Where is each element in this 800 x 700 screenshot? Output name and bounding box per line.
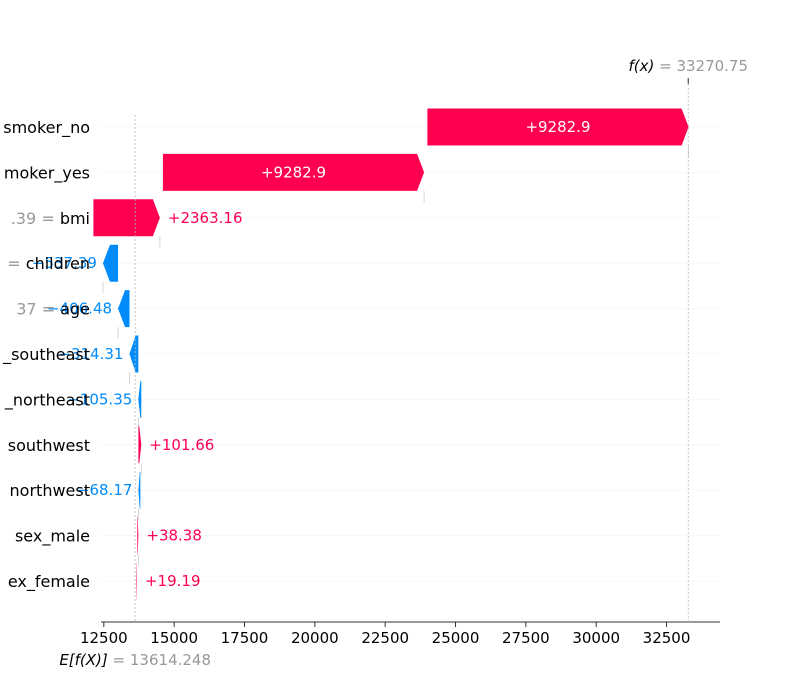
feature-label: sex_male	[15, 527, 90, 547]
x-tick-label: 32500	[643, 629, 691, 647]
row-gridlines	[101, 126, 720, 582]
ex-label: E[f(X)]	[59, 651, 108, 669]
feature-value: .39 =	[11, 209, 60, 228]
ex-equals: =	[113, 651, 130, 669]
feature-label: 37 = age	[16, 300, 90, 319]
contribution-label: −406.48	[47, 300, 112, 318]
contribution-bar	[427, 108, 689, 146]
x-axis: 12500 15000 17500 20000 22500 25000 27500 30000…	[80, 621, 720, 647]
x-tick-label: 12500	[80, 629, 128, 647]
feature-value: =	[7, 254, 26, 273]
contribution-bar	[102, 244, 119, 282]
contribution-label: −537.39	[32, 254, 97, 272]
x-tick-label: 17500	[221, 629, 269, 647]
contribution-label: +9282.9	[261, 163, 326, 181]
feature-bars	[93, 108, 689, 600]
feature-name: children	[26, 254, 90, 273]
feature-value: 37 =	[16, 300, 60, 319]
feature-label: moker_yes	[4, 163, 90, 183]
feature-name: sex_male	[15, 527, 90, 547]
ex-annotation: E[f(X)] = 13614.248	[59, 651, 211, 669]
feature-label: .39 = bmi	[11, 209, 90, 228]
contribution-label: +101.66	[149, 436, 214, 454]
feature-name: northwest	[10, 481, 90, 500]
x-tick-label: 20000	[291, 629, 339, 647]
feature-label: southwest	[8, 436, 90, 455]
feature-label: _northeast	[4, 390, 90, 410]
x-tick-label: 25000	[432, 629, 480, 647]
contribution-label: +38.38	[146, 527, 202, 545]
fx-annotation: f(x) = 33270.75	[628, 57, 748, 75]
feature-name: _northeast	[4, 390, 90, 410]
contribution-bar	[129, 335, 139, 373]
contribution-label: −105.35	[67, 390, 132, 408]
feature-name: smoker_no	[3, 118, 90, 138]
feature-name: _southeast	[2, 345, 90, 365]
contribution-bar	[93, 199, 160, 237]
fx-value: 33270.75	[676, 57, 748, 75]
contribution-bar	[138, 380, 142, 418]
feature-label: smoker_no	[3, 118, 90, 138]
x-tick-label: 27500	[502, 629, 550, 647]
feature-label: _southeast	[2, 345, 90, 365]
contribution-bar	[136, 562, 137, 600]
contribution-bar	[138, 426, 142, 464]
fx-equals: =	[659, 57, 676, 75]
feature-name: moker_yes	[4, 163, 90, 183]
contribution-label: +19.19	[145, 572, 201, 590]
contribution-bar	[138, 471, 141, 509]
x-tick-label: 22500	[361, 629, 409, 647]
x-tick-label: 30000	[572, 629, 620, 647]
feature-label: = children	[7, 254, 90, 273]
contribution-label: −68.17	[77, 481, 133, 499]
contribution-bar	[137, 517, 139, 555]
contribution-bar	[162, 153, 425, 191]
feature-labels: +9282.9 smoker_no +9282.9 moker_yes +2363.16…	[2, 118, 590, 592]
contribution-label: +2363.16	[168, 209, 243, 227]
x-tick-label: 15000	[150, 629, 198, 647]
feature-label: ex_female	[8, 572, 90, 592]
contribution-bar	[118, 290, 130, 328]
feature-name: southwest	[8, 436, 90, 455]
feature-name: bmi	[60, 209, 90, 228]
feature-name: ex_female	[8, 572, 90, 592]
contribution-label: +9282.9	[525, 118, 590, 136]
ex-value: 13614.248	[130, 651, 211, 669]
feature-name: age	[60, 300, 90, 319]
fx-label: f(x)	[628, 57, 654, 75]
feature-label: northwest	[10, 481, 90, 500]
contribution-label: −314.31	[58, 345, 123, 363]
